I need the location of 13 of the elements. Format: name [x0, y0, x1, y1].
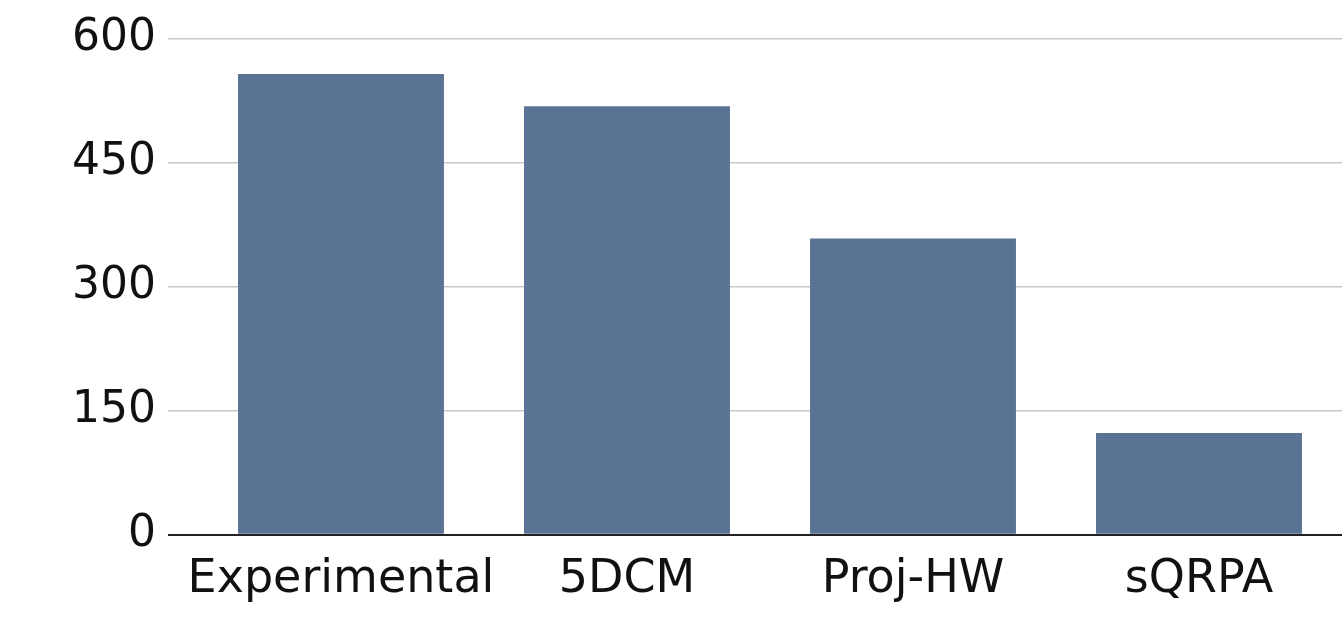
x-tick-label: Experimental	[187, 549, 495, 604]
y-tick-label: 300	[72, 257, 156, 309]
x-tick-label: Proj-HW	[821, 549, 1005, 604]
bar	[524, 106, 730, 534]
y-tick-label: 450	[72, 132, 156, 184]
x-tick-label: sQRPA	[1124, 549, 1274, 604]
bar	[238, 73, 444, 534]
bar	[1096, 433, 1302, 534]
bar	[810, 238, 1016, 534]
x-tick-label: 5DCM	[558, 549, 696, 604]
y-tick-label: 0	[127, 505, 156, 557]
y-tick-label: 150	[72, 381, 156, 433]
y-tick-label: 600	[72, 8, 156, 60]
